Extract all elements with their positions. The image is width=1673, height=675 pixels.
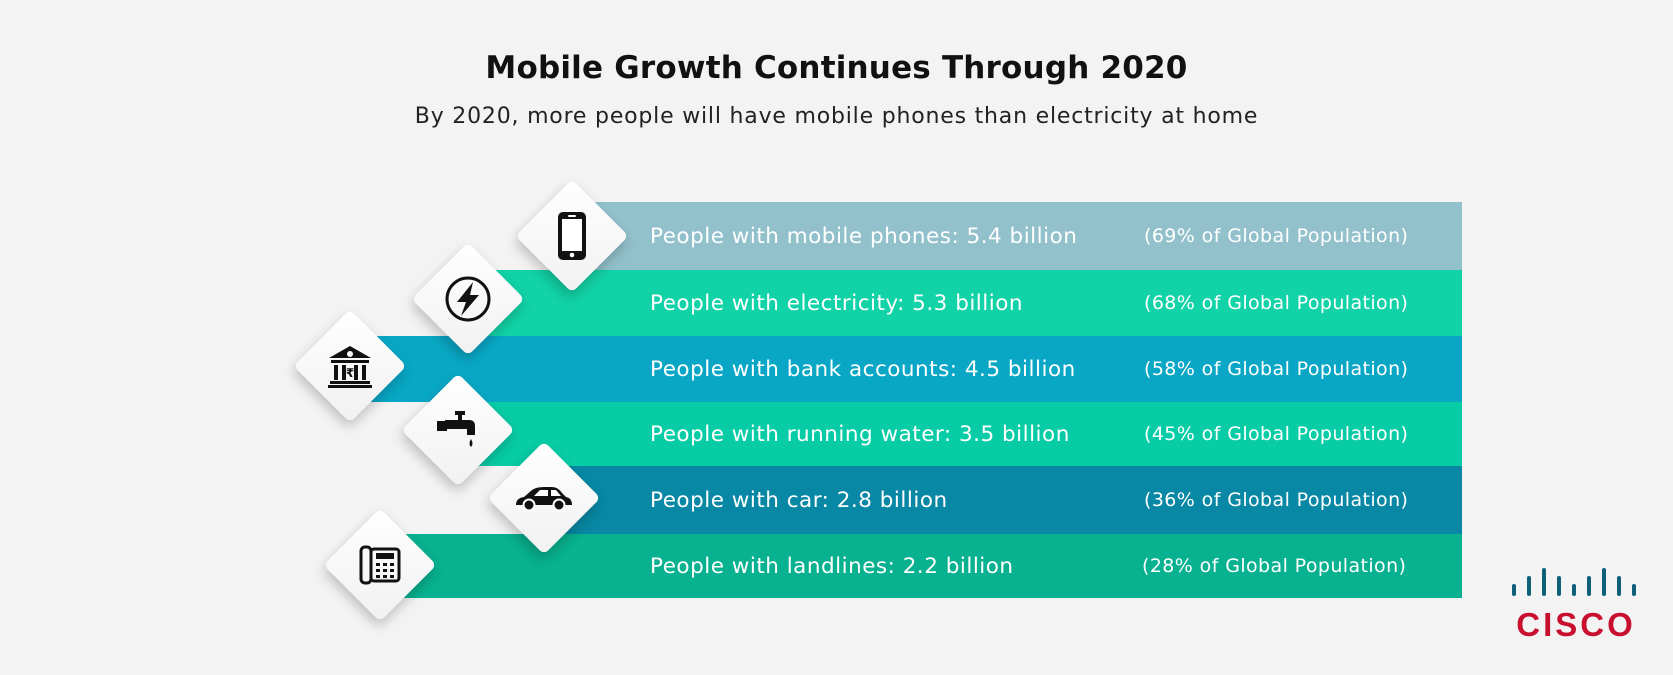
band-running-water: People with running water: 3.5 billion (… (450, 402, 1462, 466)
band-label: People with car: 2.8 billion (650, 487, 948, 513)
band-share: (28% of Global Population) (1142, 555, 1407, 577)
car-icon (514, 468, 574, 528)
band-label: People with landlines: 2.2 billion (650, 553, 1014, 579)
band-share: (45% of Global Population) (1144, 423, 1409, 445)
svg-text:₹: ₹ (346, 366, 354, 380)
band-share: (58% of Global Population) (1144, 358, 1409, 380)
bank-icon: ₹ (320, 336, 380, 396)
band-label: People with mobile phones: 5.4 billion (650, 223, 1078, 249)
cisco-logo: CISCO (1506, 566, 1646, 646)
band-bank-accounts: People with bank accounts: 4.5 billion (… (370, 336, 1462, 402)
page-title: Mobile Growth Continues Through 2020 (485, 50, 1188, 86)
band-landlines: People with landlines: 2.2 billion (28% … (390, 534, 1462, 598)
mobile-phone-icon (542, 206, 602, 266)
band-label: People with running water: 3.5 billion (650, 421, 1070, 447)
cisco-bars-icon (1512, 568, 1636, 596)
band-label: People with electricity: 5.3 billion (650, 290, 1024, 316)
band-electricity: People with electricity: 5.3 billion (68… (470, 270, 1462, 336)
band-mobile-phones: People with mobile phones: 5.4 billion (… (590, 202, 1462, 270)
lightning-bolt-icon (438, 269, 498, 329)
band-label: People with bank accounts: 4.5 billion (650, 356, 1076, 382)
band-share: (69% of Global Population) (1144, 225, 1409, 247)
landline-phone-icon (350, 535, 410, 595)
cisco-wordmark: CISCO (1516, 606, 1636, 643)
band-share: (36% of Global Population) (1144, 489, 1409, 511)
band-share: (68% of Global Population) (1144, 292, 1409, 314)
water-tap-icon (428, 400, 488, 460)
band-car: People with car: 2.8 billion (36% of Glo… (550, 466, 1462, 534)
page-subtitle: By 2020, more people will have mobile ph… (414, 104, 1259, 129)
